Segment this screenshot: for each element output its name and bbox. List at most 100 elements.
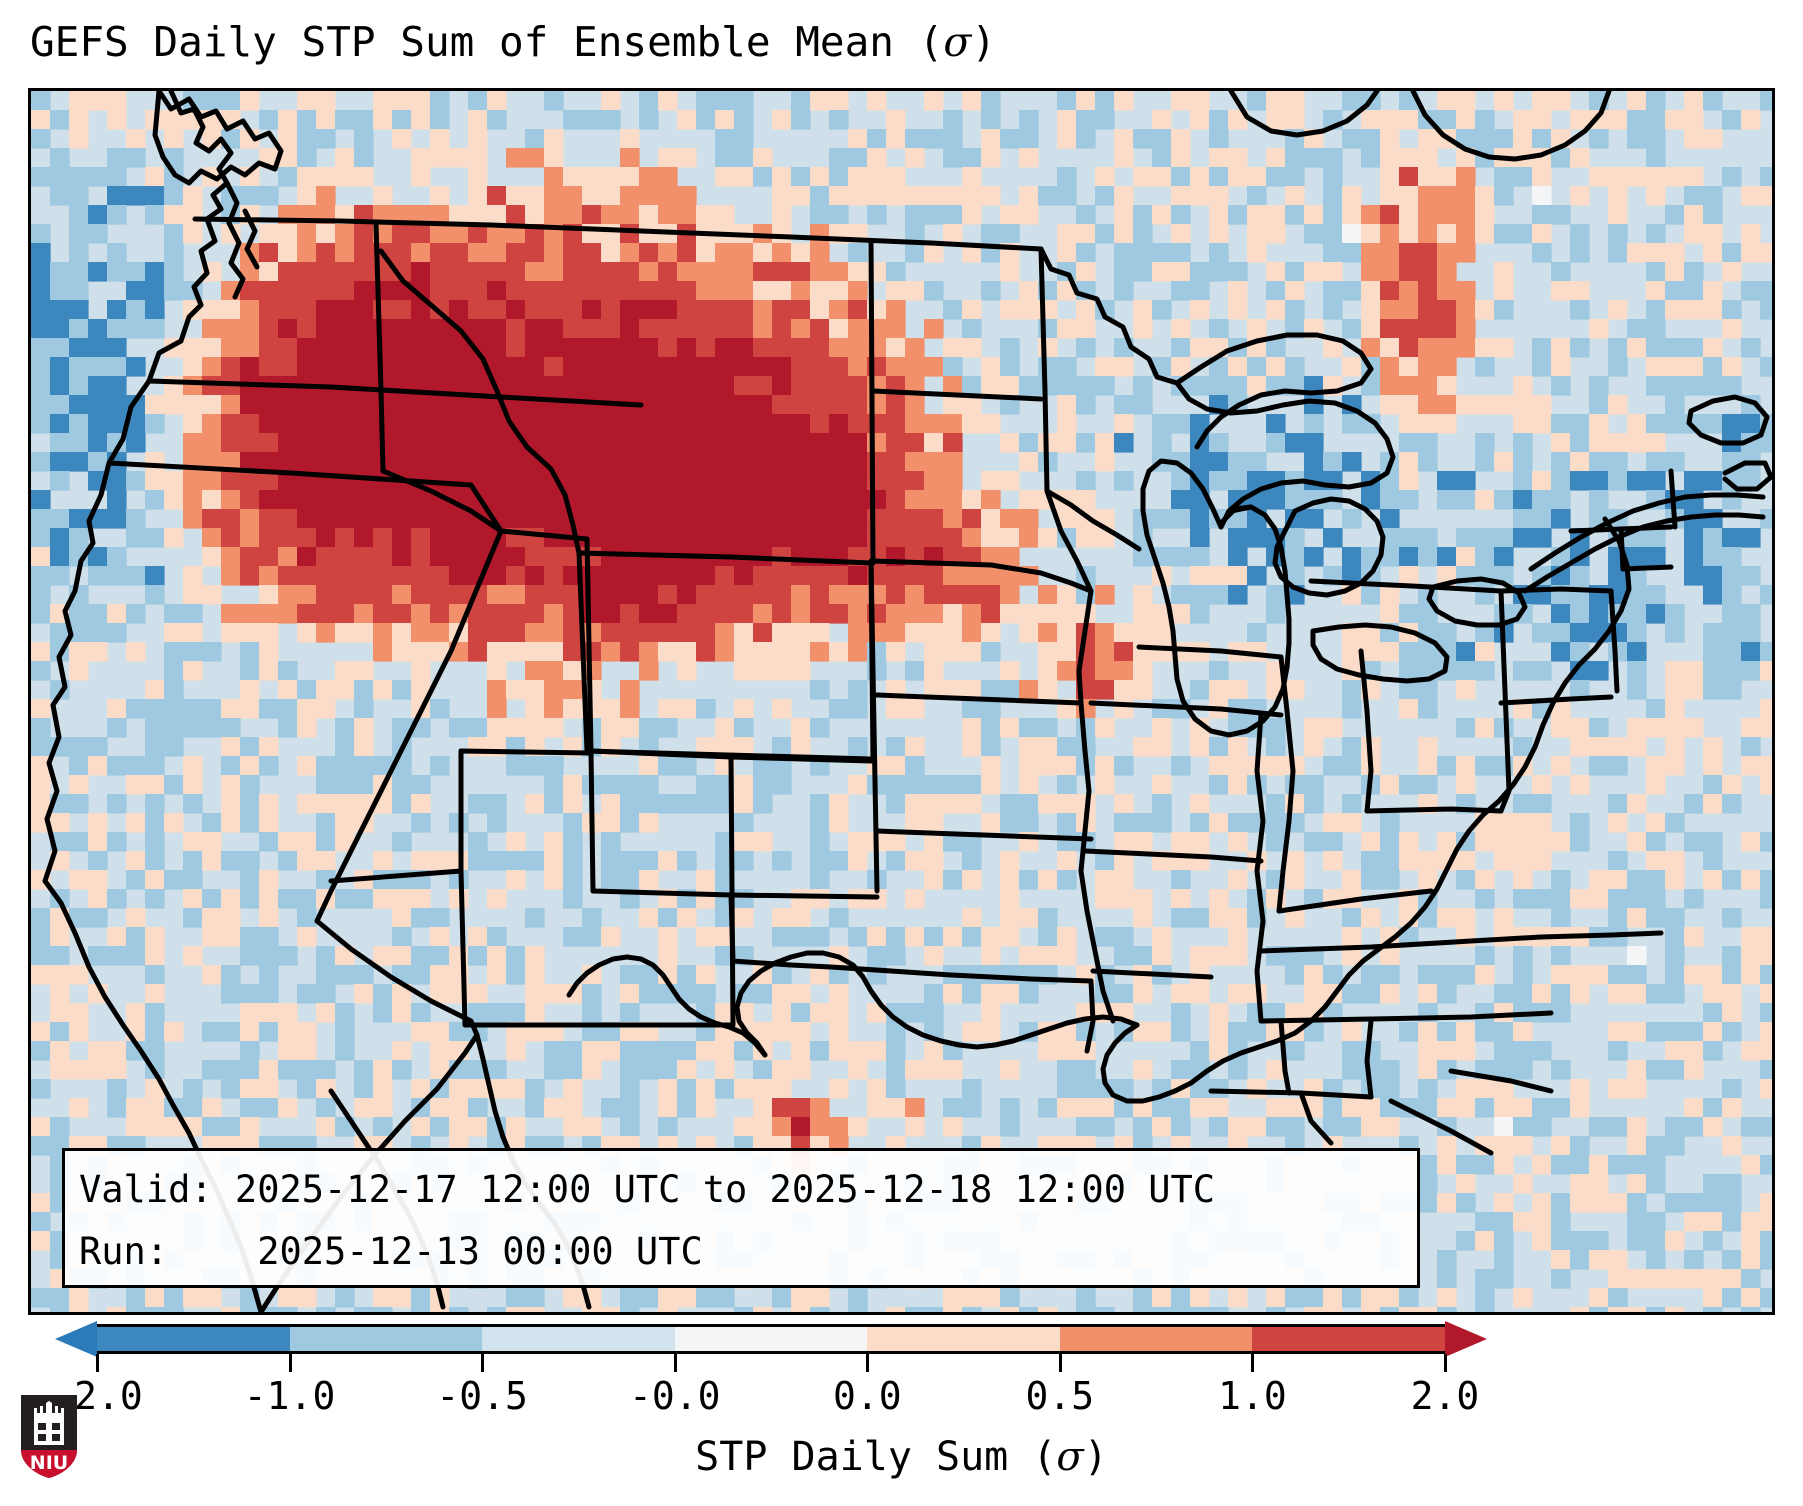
grid-cell bbox=[1513, 794, 1533, 814]
grid-cell bbox=[772, 357, 792, 377]
grid-cell bbox=[1646, 604, 1666, 624]
grid-cell bbox=[487, 281, 507, 301]
grid-cell bbox=[1266, 224, 1286, 244]
grid-cell bbox=[1760, 699, 1772, 719]
grid-cell bbox=[848, 414, 868, 434]
grid-cell bbox=[1760, 1060, 1772, 1080]
grid-cell bbox=[278, 110, 298, 130]
grid-cell bbox=[297, 680, 317, 700]
grid-cell bbox=[1000, 528, 1020, 548]
grid-cell bbox=[1171, 338, 1191, 358]
grid-cell bbox=[772, 509, 792, 529]
grid-cell bbox=[1152, 243, 1172, 263]
grid-cell bbox=[1209, 680, 1229, 700]
grid-cell bbox=[1095, 775, 1115, 795]
grid-cell bbox=[1665, 357, 1685, 377]
grid-cell bbox=[278, 357, 298, 377]
colorbar-gradient[interactable] bbox=[97, 1324, 1446, 1354]
grid-cell bbox=[1570, 110, 1590, 130]
grid-cell bbox=[1418, 319, 1438, 339]
grid-cell bbox=[335, 433, 355, 453]
grid-cell bbox=[791, 585, 811, 605]
grid-cell bbox=[791, 1307, 811, 1312]
grid-cell bbox=[1076, 129, 1096, 149]
grid-cell bbox=[1399, 566, 1419, 586]
grid-cell bbox=[1456, 490, 1476, 510]
grid-cell bbox=[1095, 452, 1115, 472]
grid-cell bbox=[734, 623, 754, 643]
grid-cell bbox=[677, 433, 697, 453]
grid-cell bbox=[1361, 832, 1381, 852]
grid-cell bbox=[145, 585, 165, 605]
grid-cell bbox=[202, 1060, 222, 1080]
grid-cell bbox=[1209, 376, 1229, 396]
grid-cell bbox=[848, 490, 868, 510]
grid-cell bbox=[867, 509, 887, 529]
grid-cell bbox=[1114, 794, 1134, 814]
grid-cell bbox=[525, 338, 545, 358]
grid-cell bbox=[1057, 186, 1077, 206]
grid-cell bbox=[1266, 585, 1286, 605]
grid-cell bbox=[734, 338, 754, 358]
grid-cell bbox=[487, 414, 507, 434]
map-panel[interactable] bbox=[28, 88, 1775, 1315]
grid-cell bbox=[1190, 262, 1210, 282]
grid-cell bbox=[791, 110, 811, 130]
grid-cell bbox=[1076, 243, 1096, 263]
grid-cell bbox=[297, 338, 317, 358]
grid-cell bbox=[1456, 1193, 1476, 1213]
grid-cell bbox=[886, 737, 906, 757]
grid-cell bbox=[297, 395, 317, 415]
grid-cell bbox=[1532, 1231, 1552, 1251]
grid-cell bbox=[335, 604, 355, 624]
grid-cell bbox=[772, 167, 792, 187]
grid-cell bbox=[259, 452, 279, 472]
grid-cell bbox=[259, 186, 279, 206]
grid-cell bbox=[696, 281, 716, 301]
grid-cell bbox=[620, 243, 640, 263]
grid-cell bbox=[1114, 129, 1134, 149]
grid-cell bbox=[772, 1098, 792, 1118]
grid-cell bbox=[924, 851, 944, 871]
grid-cell bbox=[924, 205, 944, 225]
grid-cell bbox=[335, 623, 355, 643]
grid-cell bbox=[354, 129, 374, 149]
grid-cell bbox=[943, 794, 963, 814]
grid-cell bbox=[1380, 224, 1400, 244]
grid-cell bbox=[164, 775, 184, 795]
grid-cell bbox=[1532, 775, 1552, 795]
grid-cell bbox=[31, 110, 51, 130]
grid-cell bbox=[297, 889, 317, 909]
grid-cell bbox=[1494, 1079, 1514, 1099]
grid-cell bbox=[1399, 338, 1419, 358]
grid-cell bbox=[1171, 585, 1191, 605]
grid-cell bbox=[1703, 832, 1723, 852]
grid-cell bbox=[183, 376, 203, 396]
grid-cell bbox=[487, 718, 507, 738]
grid-cell bbox=[886, 585, 906, 605]
grid-cell bbox=[753, 642, 773, 662]
grid-cell bbox=[1703, 91, 1723, 111]
grid-cell bbox=[1608, 205, 1628, 225]
grid-cell bbox=[943, 623, 963, 643]
grid-cell bbox=[240, 699, 260, 719]
grid-cell bbox=[354, 148, 374, 168]
grid-cell bbox=[1456, 300, 1476, 320]
grid-cell bbox=[316, 433, 336, 453]
grid-cell bbox=[1323, 281, 1343, 301]
grid-cell bbox=[1038, 604, 1058, 624]
grid-cell bbox=[620, 509, 640, 529]
grid-cell bbox=[297, 1079, 317, 1099]
grid-cell bbox=[411, 851, 431, 871]
grid-cell bbox=[620, 775, 640, 795]
grid-cell bbox=[1589, 1231, 1609, 1251]
grid-cell bbox=[31, 661, 51, 681]
grid-cell bbox=[981, 642, 1001, 662]
grid-cell bbox=[1095, 623, 1115, 643]
grid-cell bbox=[981, 471, 1001, 491]
grid-cell bbox=[411, 338, 431, 358]
grid-cell bbox=[88, 832, 108, 852]
grid-cell bbox=[829, 167, 849, 187]
grid-cell bbox=[791, 642, 811, 662]
grid-cell bbox=[905, 528, 925, 548]
